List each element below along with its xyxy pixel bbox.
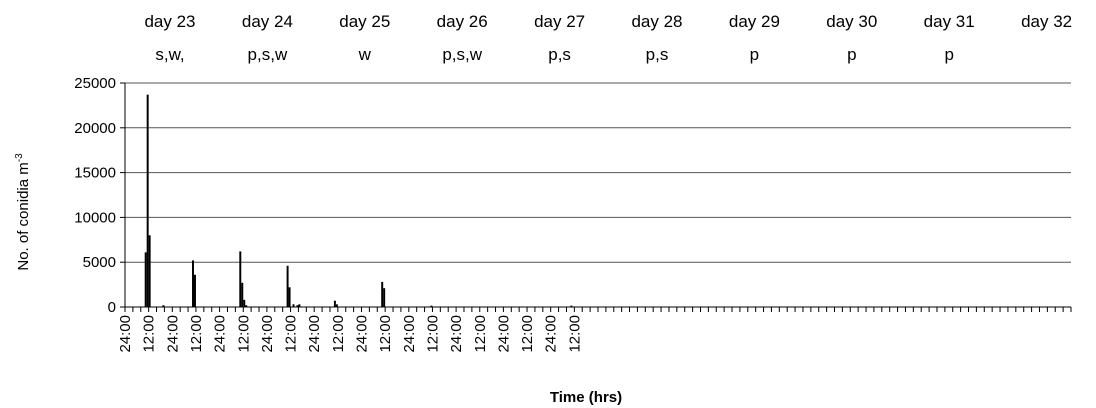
day-label: day 24 [242, 12, 293, 31]
bar [239, 251, 242, 307]
x-tick-label: 12:00 [188, 315, 205, 353]
x-axis-label: Time (hrs) [550, 389, 622, 406]
y-tick-label: 15000 [74, 165, 116, 182]
day-label: day 28 [631, 12, 682, 31]
day-conditions: p,s [646, 45, 669, 64]
bar [381, 281, 384, 307]
x-tick-label: 24:00 [306, 315, 323, 353]
x-tick-label: 24:00 [543, 315, 560, 353]
x-tick-label: 12:00 [566, 315, 583, 353]
x-tick-label: 24:00 [164, 315, 181, 353]
day-label: day 31 [924, 12, 975, 31]
x-tick-label: 12:00 [235, 315, 252, 353]
day-labels: day 23 s,w, day 24 p,s,w day 25 w day 26 p,s,w d… [144, 12, 1072, 64]
bar [298, 304, 301, 307]
day-label: day 30 [826, 12, 877, 31]
y-tick-label: 25000 [74, 75, 116, 92]
bars [144, 94, 573, 307]
y-tick-label: 5000 [83, 254, 116, 271]
day-conditions: p,s,w [442, 45, 482, 64]
y-axis-label: No. of conidia m-3 [14, 153, 32, 271]
day-conditions: p [847, 45, 856, 64]
bar [243, 299, 246, 307]
y-tick-label: 20000 [74, 120, 116, 137]
day-conditions: w [358, 45, 372, 64]
day-conditions: p [750, 45, 759, 64]
x-tick-label: 12:00 [472, 315, 489, 353]
bar [192, 260, 194, 307]
x-tick-label: 12:00 [377, 315, 394, 353]
bar [148, 235, 151, 307]
bar [335, 304, 338, 307]
y-tick-label: 10000 [74, 209, 116, 226]
bar [144, 252, 147, 307]
day-conditions: s,w, [155, 45, 184, 64]
bar [245, 305, 248, 307]
x-tick-label: 12:00 [519, 315, 536, 353]
bar [296, 305, 299, 307]
bar [430, 305, 433, 307]
bar [146, 94, 149, 307]
x-tick-label: 24:00 [212, 315, 229, 353]
day-label: day 25 [339, 12, 390, 31]
x-tick-label: 24:00 [117, 315, 134, 353]
x-tick-label: 12:00 [283, 315, 300, 353]
day-label: day 27 [534, 12, 585, 31]
bar [286, 265, 289, 307]
bar [241, 282, 244, 307]
x-tick-label: 24:00 [448, 315, 465, 353]
bar [292, 304, 295, 307]
y-axis-label-superscript: -3 [14, 153, 25, 162]
x-tick-label: 24:00 [354, 315, 371, 353]
y-tick-labels: 0 5000 10000 15000 20000 25000 [74, 75, 116, 316]
day-label: day 23 [144, 12, 195, 31]
day-label: day 29 [729, 12, 780, 31]
day-conditions: p,s,w [248, 45, 288, 64]
x-tick-label: 12:00 [424, 315, 441, 353]
y-axis-label-main: No. of conidia m [15, 162, 32, 270]
bar [193, 274, 196, 307]
bar [383, 288, 386, 307]
bar [288, 287, 291, 307]
x-tick-labels: 24:00 12:00 24:00 12:00 24:00 12:00 24:00 12:00… [117, 315, 583, 353]
bar [333, 300, 336, 307]
axes [120, 82, 1072, 312]
x-tick-label: 24:00 [401, 315, 418, 353]
bar [162, 305, 165, 307]
day-conditions: p [944, 45, 953, 64]
day-conditions: p,s [548, 45, 571, 64]
day-label: day 32 [1021, 12, 1072, 31]
y-tick-label: 0 [108, 299, 116, 316]
x-tick-label: 12:00 [141, 315, 158, 353]
x-tick-label: 24:00 [495, 315, 512, 353]
gridlines [125, 82, 1071, 263]
bar [570, 305, 573, 307]
x-tick-label: 24:00 [259, 315, 276, 353]
x-tick-label: 12:00 [330, 315, 347, 353]
day-label: day 26 [437, 12, 488, 31]
